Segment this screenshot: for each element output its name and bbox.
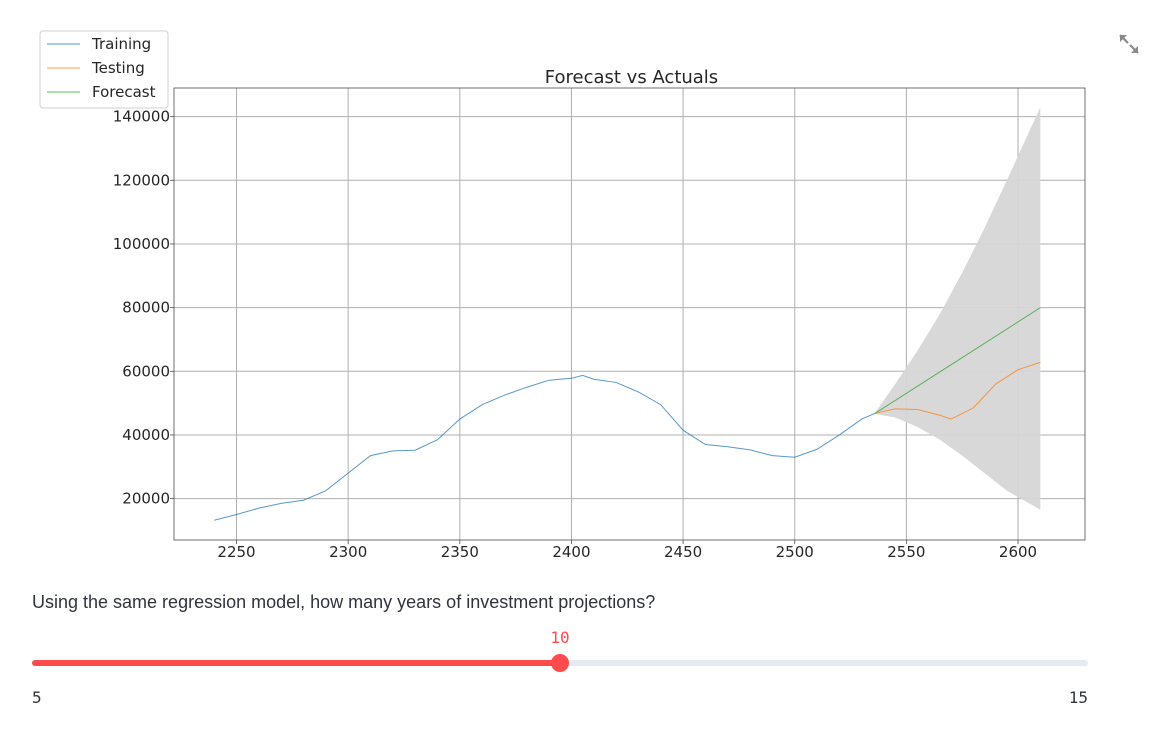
slider-track-fill bbox=[32, 660, 560, 666]
x-tick-label: 2250 bbox=[217, 543, 255, 561]
x-tick-label: 2550 bbox=[887, 543, 925, 561]
plot-area bbox=[174, 88, 1085, 540]
x-tick-label: 2500 bbox=[776, 543, 814, 561]
expand-arrows-icon bbox=[1119, 34, 1139, 54]
x-tick-label: 2300 bbox=[329, 543, 367, 561]
x-tick-label: 2400 bbox=[552, 543, 590, 561]
forecast-chart-svg: 2250 2300 2350 2400 2450 2500 2550 2600 20000 400… bbox=[39, 30, 1086, 561]
y-tick-label: 140000 bbox=[113, 108, 170, 126]
plot-frame bbox=[173, 87, 1086, 541]
x-tick-label: 2350 bbox=[441, 543, 479, 561]
y-tick-label: 20000 bbox=[122, 490, 170, 508]
slider-question-label: Using the same regression model, how man… bbox=[32, 592, 656, 612]
legend-label-training: Training bbox=[91, 35, 151, 53]
series-line-training bbox=[214, 374, 876, 521]
forecast-chart: 2250 2300 2350 2400 2450 2500 2550 2600 20000 400… bbox=[39, 30, 1086, 561]
y-tick-label: 60000 bbox=[122, 362, 170, 380]
y-tick-label: 100000 bbox=[113, 235, 170, 253]
legend-label-testing: Testing bbox=[91, 59, 145, 77]
series-line-forecast bbox=[874, 307, 1041, 414]
x-tick-label: 2600 bbox=[999, 543, 1037, 561]
y-tick-label: 40000 bbox=[122, 426, 170, 444]
fullscreen-button[interactable] bbox=[1116, 31, 1142, 57]
slider-max-label: 15 bbox=[1068, 688, 1088, 707]
chart-title: Forecast vs Actuals bbox=[545, 67, 718, 88]
legend-label-forecast: Forecast bbox=[92, 83, 156, 101]
x-tick-label: 2450 bbox=[664, 543, 702, 561]
legend-box bbox=[39, 30, 169, 109]
slider-thumb[interactable] bbox=[551, 654, 569, 672]
series-line-testing bbox=[875, 361, 1041, 420]
slider-current-value: 10 bbox=[550, 628, 570, 647]
years-slider[interactable]: 10 5 15 bbox=[32, 628, 1088, 708]
slider-min-label: 5 bbox=[32, 688, 42, 707]
y-tick-label: 80000 bbox=[122, 299, 170, 317]
y-tick-label: 120000 bbox=[113, 171, 170, 189]
